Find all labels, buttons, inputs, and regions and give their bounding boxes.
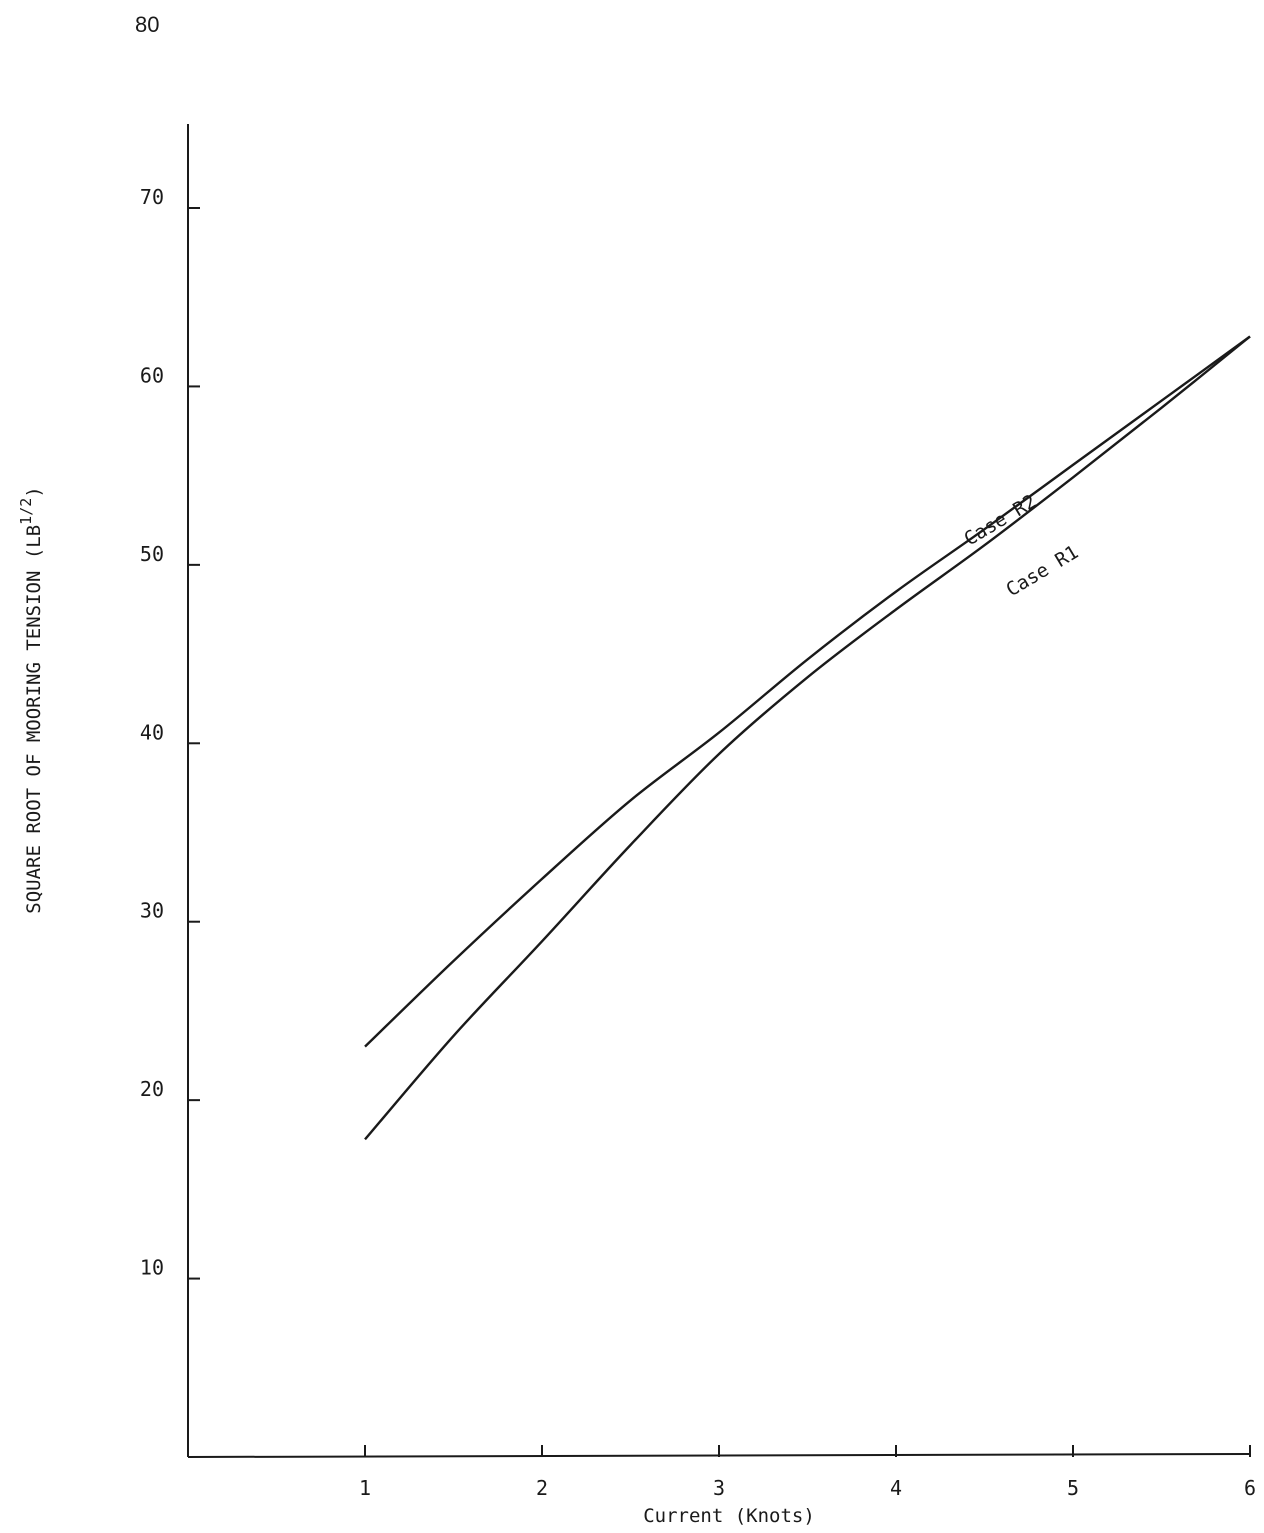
series-lines bbox=[364, 335, 1251, 1141]
x-tick-label: 3 bbox=[713, 1476, 725, 1500]
x-tick-label: 5 bbox=[1067, 1476, 1079, 1500]
y-tick-label: 60 bbox=[140, 363, 164, 387]
series-line-case-r2 bbox=[364, 335, 1251, 1048]
axes bbox=[187, 124, 1251, 1458]
y-tick-label: 30 bbox=[140, 899, 164, 923]
series-label-case-r1: Case R1 bbox=[1002, 541, 1082, 601]
y-tick-label: 20 bbox=[140, 1077, 164, 1101]
y-tick-label: 50 bbox=[140, 542, 164, 566]
x-tick-label: 6 bbox=[1244, 1476, 1256, 1500]
y-axis-title-superscript: 1/2 bbox=[17, 498, 35, 525]
y-axis-title: SQUARE ROOT OF MOORING TENSION (LB1/2) bbox=[17, 486, 45, 913]
series-line-case-r1 bbox=[364, 335, 1251, 1141]
page-number: 80 bbox=[135, 12, 160, 37]
y-ticks: 10 20 30 40 50 60 70 bbox=[140, 185, 200, 1280]
y-tick-label: 10 bbox=[140, 1256, 164, 1280]
x-tick-label: 2 bbox=[536, 1476, 548, 1500]
x-tick-label: 1 bbox=[359, 1476, 371, 1500]
y-axis-title-main: SQUARE ROOT OF MOORING TENSION (LB bbox=[23, 525, 45, 914]
x-tick-label: 4 bbox=[890, 1476, 902, 1500]
x-axis-title: Current (Knots) bbox=[643, 1505, 815, 1527]
series-label-case-r2: Case R2 bbox=[960, 490, 1040, 550]
x-ticks: 1 2 3 4 5 6 bbox=[359, 1445, 1256, 1500]
y-tick-label: 70 bbox=[140, 185, 164, 209]
y-axis-title-end: ) bbox=[23, 486, 45, 497]
y-tick-label: 40 bbox=[140, 720, 164, 744]
